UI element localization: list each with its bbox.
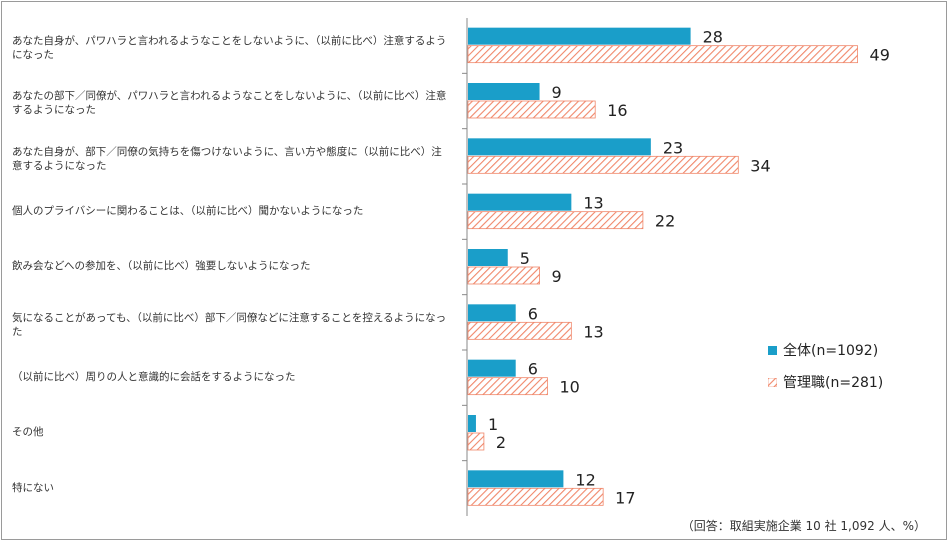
data-label: 10 xyxy=(560,378,580,397)
bar-managers xyxy=(467,432,485,451)
source-note: （回答：取組実施企業 10 社 1,092 人、%） xyxy=(681,519,926,533)
bar-managers xyxy=(467,100,596,119)
legend-swatch-managers xyxy=(768,377,777,387)
data-label: 2 xyxy=(496,433,506,452)
bar-all xyxy=(468,83,540,100)
data-label: 5 xyxy=(520,249,530,268)
data-label: 34 xyxy=(750,156,770,175)
bar-all xyxy=(468,138,651,156)
data-label: 9 xyxy=(552,83,562,102)
category-label: 飲み会などへの参加を、（以前に比べ）強要しないようになった xyxy=(12,260,311,273)
bar-managers xyxy=(467,487,604,506)
category-label: 特にない xyxy=(12,481,54,494)
category-label: 気になることがあっても、（以前に比べ）部下／同僚などに注意することを控えるように… xyxy=(12,311,447,338)
data-label: 12 xyxy=(575,470,595,489)
category-label: あなた自身が、パワハラと言われるようなことをしないように、（以前に比べ）注意する… xyxy=(12,35,447,61)
bar-all xyxy=(468,249,508,266)
bar-all xyxy=(468,27,691,45)
bar-managers xyxy=(467,266,540,285)
category-label: その他 xyxy=(12,426,44,439)
data-label: 16 xyxy=(607,101,627,120)
bar-all xyxy=(468,415,476,432)
bar-managers xyxy=(467,211,644,230)
legend-label-all: 全体(n=1092) xyxy=(783,343,879,359)
data-label: 17 xyxy=(615,488,635,507)
data-label: 9 xyxy=(552,267,562,286)
data-label: 28 xyxy=(703,28,723,47)
category-label: あなた自身が、部下／同僚の気持ちを傷つけないように、言い方や態度に（以前に比べ）… xyxy=(12,145,442,172)
bar-managers xyxy=(467,155,739,174)
data-label: 13 xyxy=(583,322,603,341)
bar-managers xyxy=(467,377,548,396)
data-label: 1 xyxy=(488,415,498,434)
data-label: 23 xyxy=(663,138,683,157)
bar-managers xyxy=(467,45,858,64)
data-label: 49 xyxy=(870,46,890,65)
bar-all xyxy=(468,470,564,488)
category-label: 個人のプライバシーに関わることは、（以前に比べ）聞かないようになった xyxy=(12,205,364,217)
bar-all xyxy=(468,359,516,377)
legend-label-managers: 管理職(n=281) xyxy=(783,375,884,391)
data-label: 22 xyxy=(655,212,675,231)
category-label: （以前に比べ）周りの人と意識的に会話をするようになった xyxy=(12,371,296,383)
legend-item-managers: 管理職(n=281) xyxy=(768,372,883,392)
bar-all xyxy=(468,193,572,211)
bar-all xyxy=(468,304,516,322)
legend-swatch-all xyxy=(768,345,777,355)
legend-item-all: 全体(n=1092) xyxy=(768,340,878,360)
category-label: あなたの部下／同僚が、パワハラと言われるようなことをしないように、（以前に比べ）… xyxy=(12,90,447,117)
data-label: 13 xyxy=(583,194,603,213)
bar-managers xyxy=(467,321,572,340)
data-label: 6 xyxy=(528,304,538,323)
data-label: 6 xyxy=(528,360,538,379)
